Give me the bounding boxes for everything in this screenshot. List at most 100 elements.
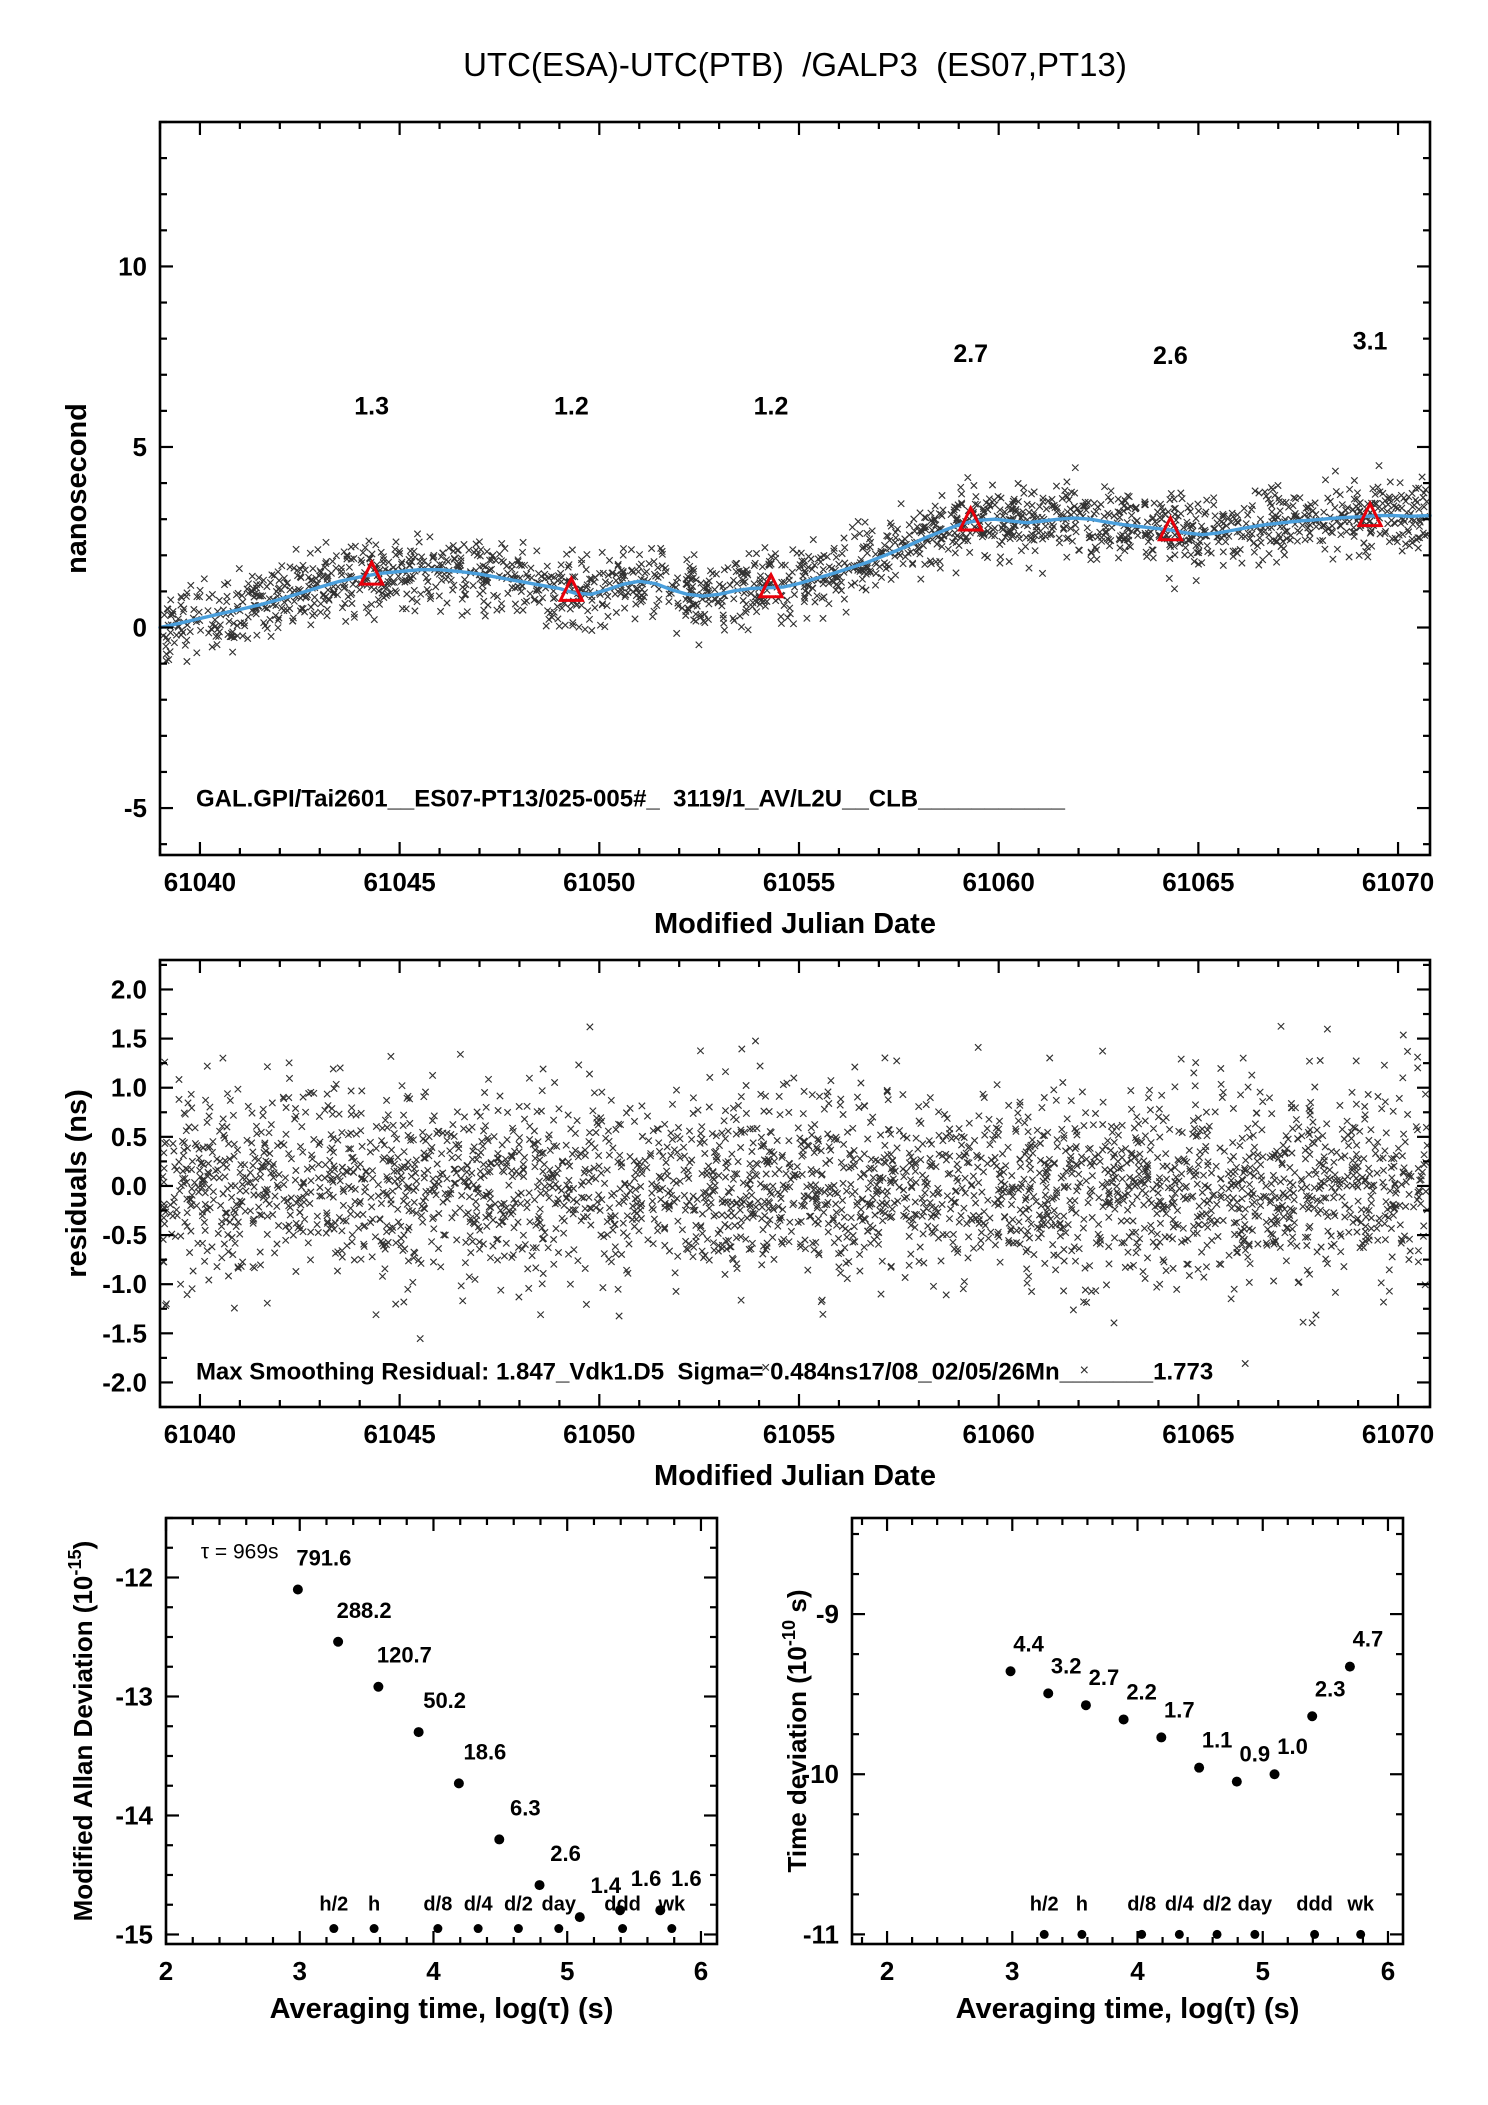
deviation-value-label: 1.1 xyxy=(1202,1728,1233,1753)
deviation-value-label: 3.2 xyxy=(1051,1653,1082,1678)
y-tick-label: 1.0 xyxy=(111,1073,147,1103)
deviation-value-label: 2.7 xyxy=(1089,1665,1120,1690)
x-tick-label: 5 xyxy=(1256,1956,1270,1986)
x-tick-label: 61040 xyxy=(164,867,236,897)
y-tick-label: 0.0 xyxy=(111,1171,147,1201)
x-tick-label: 61050 xyxy=(563,1419,635,1449)
tau-marker-dot xyxy=(554,1924,564,1934)
calibration-value-label: 2.6 xyxy=(1153,342,1188,370)
x-tick-label: 61065 xyxy=(1162,1419,1234,1449)
deviation-value-label: 18.6 xyxy=(463,1739,506,1764)
deviation-point xyxy=(292,1584,303,1595)
tau-marker-dot xyxy=(1356,1929,1366,1939)
x-tick-label: 61070 xyxy=(1362,1419,1434,1449)
y-tick-label: -5 xyxy=(124,793,147,823)
tau-marker-label: d/4 xyxy=(1165,1893,1195,1915)
calibration-triangle xyxy=(1156,514,1184,542)
x-tick-label: 61055 xyxy=(763,1419,835,1449)
deviation-value-label: 1.4 xyxy=(590,1873,621,1898)
smoothed-line xyxy=(158,513,1432,630)
x-tick-label: 4 xyxy=(1130,1956,1145,1986)
calibration-value-label: 2.7 xyxy=(953,340,988,368)
deviation-value-label: 0.9 xyxy=(1240,1742,1271,1767)
deviation-value-label: 1.6 xyxy=(631,1866,662,1891)
tau-annotation: τ = 969s xyxy=(201,1540,279,1563)
y-tick-label: -0.5 xyxy=(102,1220,147,1250)
x-tick-label: 5 xyxy=(560,1956,574,1986)
axis-frame xyxy=(158,958,1432,1409)
axis-ticks xyxy=(158,120,1430,855)
axis-ticks xyxy=(158,960,1430,1409)
y-tick-label: -2.0 xyxy=(102,1367,147,1397)
deviation-value-label: 2.3 xyxy=(1315,1676,1346,1701)
deviation-point xyxy=(534,1880,545,1891)
deviation-value-label: 50.2 xyxy=(423,1688,466,1713)
x-axis-label: Modified Julian Date xyxy=(654,1460,936,1492)
deviation-point xyxy=(655,1905,666,1916)
deviation-value-label: 1.6 xyxy=(671,1866,702,1891)
deviation-value-label: 1.0 xyxy=(1277,1734,1308,1759)
deviation-value-label: 791.6 xyxy=(296,1546,351,1571)
plot-mdev: 791.6 288.2 120.7 50.2 18.6 6.3 2.6 1.4 1.6 1.6 h/… xyxy=(65,1516,719,2025)
deviation-point xyxy=(1269,1769,1280,1780)
y-axis-label: residuals (ns) xyxy=(61,1089,93,1278)
tau-marker-dot xyxy=(1174,1929,1184,1939)
deviation-point xyxy=(413,1727,424,1738)
calibration-value-label: 1.2 xyxy=(754,392,789,420)
tau-marker-label: d/2 xyxy=(1203,1893,1232,1915)
x-tick-label: 61050 xyxy=(563,867,635,897)
plot-utc-difference: 1.3 1.2 1.2 2.7 2.6 3.1 GAL.GPI/Tai2601__ES07-… xyxy=(61,120,1434,940)
deviation-value-label: 2.6 xyxy=(550,1841,581,1866)
tau-marker-dot xyxy=(369,1924,379,1934)
deviation-point xyxy=(1231,1776,1242,1787)
axis-ticks xyxy=(164,1516,717,1944)
x-axis-label: Averaging time, log(τ) (s) xyxy=(956,1993,1300,2025)
deviation-value-label: 4.4 xyxy=(1013,1631,1044,1656)
page-title: UTC(ESA)-UTC(PTB) /GALP3 (ES07,PT13) xyxy=(463,46,1127,83)
tau-marker-label: day xyxy=(542,1894,577,1916)
y-tick-label: 10 xyxy=(118,251,147,281)
tau-marker-label: h/2 xyxy=(1030,1893,1059,1915)
tau-marker-dot xyxy=(1212,1929,1222,1939)
deviation-value-label: 1.7 xyxy=(1164,1697,1195,1722)
x-tick-label: 61065 xyxy=(1162,867,1234,897)
tau-marker-dot xyxy=(433,1924,443,1934)
axis-frame xyxy=(158,120,1432,857)
calibration-triangle xyxy=(557,575,585,602)
plot-tdev: 4.4 3.2 2.72.2 1.7 1.1 0.9 1.0 2.3 4.7 h/2 h d/8 d/4… xyxy=(779,1516,1405,2025)
deviation-point xyxy=(1043,1688,1054,1699)
y-tick-label: 0 xyxy=(133,613,147,643)
tau-marker-dot xyxy=(1310,1929,1320,1939)
x-tick-label: 3 xyxy=(1005,1956,1019,1986)
x-axis-label: Modified Julian Date xyxy=(654,908,936,940)
x-tick-label: 61070 xyxy=(1362,867,1434,897)
tau-marker-dot xyxy=(473,1924,483,1934)
scatter-points xyxy=(159,1022,1431,1374)
x-tick-label: 6 xyxy=(1381,1956,1395,1986)
x-tick-label: 61040 xyxy=(164,1419,236,1449)
tau-marker-dot xyxy=(1077,1929,1087,1939)
x-tick-label: 4 xyxy=(426,1956,441,1986)
y-tick-label: -15 xyxy=(115,1919,153,1949)
x-tick-label: 61055 xyxy=(763,867,835,897)
y-tick-label: -13 xyxy=(115,1681,153,1711)
deviation-point xyxy=(1118,1714,1129,1725)
y-tick-label: -11 xyxy=(803,1919,839,1949)
deviation-point xyxy=(453,1778,464,1789)
tau-marker-dot xyxy=(1039,1929,1049,1939)
axis-frame xyxy=(164,1516,719,1946)
x-axis-label: Averaging time, log(τ) (s) xyxy=(270,1993,614,2025)
deviation-value-label: 4.7 xyxy=(1353,1627,1384,1652)
axis-frame xyxy=(850,1516,1405,1946)
y-tick-label: -10 xyxy=(801,1759,839,1789)
tau-marker-label: h xyxy=(1076,1893,1088,1915)
deviation-point xyxy=(333,1636,344,1647)
deviation-point xyxy=(494,1834,505,1845)
tau-marker-dot xyxy=(329,1924,339,1934)
tau-marker-dot xyxy=(1137,1929,1147,1939)
plot-annotation: GAL.GPI/Tai2601__ES07-PT13/025-005#_ 311… xyxy=(196,785,1066,812)
y-axis-label: Time deviation (10-10 s) xyxy=(779,1589,812,1872)
